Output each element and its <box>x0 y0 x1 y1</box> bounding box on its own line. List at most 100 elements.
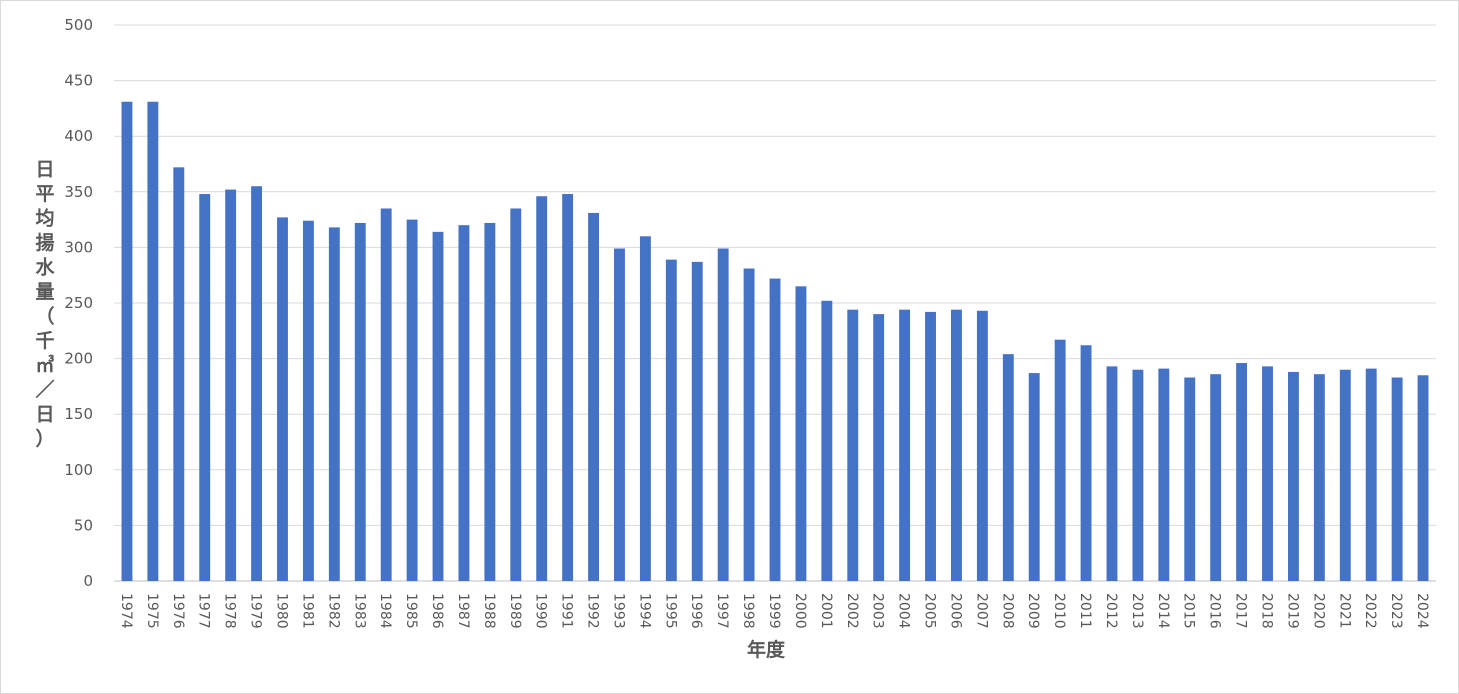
bar <box>1002 354 1014 581</box>
x-tick-label: 1982 <box>325 593 341 629</box>
bar <box>251 186 263 582</box>
bar <box>639 236 651 581</box>
bar <box>1365 368 1377 581</box>
x-tick-label: 1989 <box>507 593 523 629</box>
x-tick-label: 2000 <box>792 593 808 629</box>
bar <box>795 286 807 581</box>
x-tick-label: 1979 <box>248 593 264 629</box>
bar <box>614 248 625 581</box>
y-axis-ticks: 0 50 100 150 200 250 300 350 400 450 500 <box>64 16 93 590</box>
bar <box>1262 366 1273 581</box>
x-tick-label: 1987 <box>455 593 471 629</box>
bar <box>1080 345 1092 581</box>
y-tick-label: 300 <box>64 238 93 256</box>
bar <box>1132 369 1144 581</box>
bar <box>821 300 833 581</box>
x-tick-label: 2018 <box>1259 593 1275 629</box>
x-tick-label: 2008 <box>999 593 1015 629</box>
x-tick-label: 2019 <box>1284 593 1300 629</box>
x-tick-label: 2016 <box>1207 593 1223 629</box>
bar <box>458 225 470 581</box>
x-tick-label: 1990 <box>533 593 549 629</box>
x-tick-label: 2011 <box>1077 593 1093 629</box>
bar <box>562 194 574 582</box>
x-tick-label: 1993 <box>610 593 626 629</box>
x-tick-label: 1996 <box>688 593 704 629</box>
bar <box>510 208 522 582</box>
y-tick-label: 50 <box>74 516 93 534</box>
bar <box>1417 375 1429 581</box>
bar <box>199 194 211 582</box>
y-tick-label: 150 <box>64 405 93 423</box>
x-tick-label: 1998 <box>740 593 756 629</box>
y-tick-label: 500 <box>64 16 93 34</box>
x-tick-label: 1995 <box>662 593 678 629</box>
x-tick-label: 1997 <box>714 593 730 629</box>
x-tick-label: 1980 <box>273 593 289 629</box>
x-tick-label: 1978 <box>222 593 238 629</box>
bar <box>588 212 599 582</box>
bar <box>354 222 366 581</box>
x-tick-label: 2005 <box>922 593 938 629</box>
x-tick-label: 2014 <box>1155 593 1171 629</box>
bar <box>899 309 911 581</box>
x-tick-label: 2013 <box>1129 593 1145 629</box>
x-tick-label: 2007 <box>973 593 989 629</box>
x-tick-label: 2010 <box>1051 593 1067 629</box>
bar <box>277 217 288 581</box>
bar <box>1313 374 1325 581</box>
x-tick-label: 2022 <box>1362 593 1378 629</box>
x-axis-title: 年度 <box>747 638 786 661</box>
y-tick-label: 400 <box>64 127 93 145</box>
y-tick-label: 250 <box>64 294 93 312</box>
x-tick-label: 2020 <box>1310 593 1326 629</box>
bar <box>1184 377 1196 581</box>
bar <box>173 167 185 581</box>
bar <box>225 189 237 582</box>
x-tick-label: 2021 <box>1336 593 1352 629</box>
x-tick-label: 2023 <box>1388 593 1404 629</box>
y-tick-label: 200 <box>64 350 93 368</box>
bar <box>1391 377 1403 581</box>
x-tick-label: 1975 <box>144 593 160 629</box>
bar <box>847 309 859 581</box>
bar <box>302 220 314 581</box>
bar <box>1210 374 1222 581</box>
bar <box>769 278 781 581</box>
x-tick-label: 2012 <box>1103 593 1119 629</box>
bar <box>951 309 962 581</box>
x-tick-label: 1974 <box>118 593 134 629</box>
x-tick-label: 1994 <box>636 593 652 629</box>
bar <box>536 196 548 582</box>
bar <box>691 261 703 581</box>
bar <box>976 310 988 581</box>
bar <box>432 231 444 581</box>
x-tick-label: 1988 <box>481 593 497 629</box>
x-tick-label: 2009 <box>1025 593 1041 629</box>
y-tick-label: 450 <box>64 72 93 90</box>
x-tick-label: 2017 <box>1233 593 1249 629</box>
x-tick-label: 1976 <box>170 593 186 629</box>
bar <box>665 259 677 581</box>
bar <box>743 268 755 581</box>
y-tick-label: 0 <box>83 572 93 590</box>
x-axis-ticks: 1974 1975 1976 1977 1978 1979 1980 1981 1982 1983… <box>118 593 1430 629</box>
x-tick-label: 1985 <box>403 593 419 629</box>
bar <box>380 208 392 582</box>
x-tick-label: 1977 <box>196 593 212 629</box>
x-tick-label: 1983 <box>351 593 367 629</box>
x-tick-label: 2002 <box>844 593 860 629</box>
y-tick-label: 100 <box>64 461 93 479</box>
bar <box>406 219 418 581</box>
bar <box>121 101 133 581</box>
y-axis-title: 日平均揚水量（千㎥／日） <box>35 158 55 450</box>
bar <box>147 101 159 581</box>
bar <box>484 222 496 581</box>
x-tick-label: 1981 <box>299 593 315 629</box>
bar <box>1339 369 1351 581</box>
bar <box>1158 368 1170 581</box>
x-tick-label: 2006 <box>947 593 963 629</box>
x-tick-label: 2003 <box>870 593 886 629</box>
bar <box>1236 363 1248 581</box>
